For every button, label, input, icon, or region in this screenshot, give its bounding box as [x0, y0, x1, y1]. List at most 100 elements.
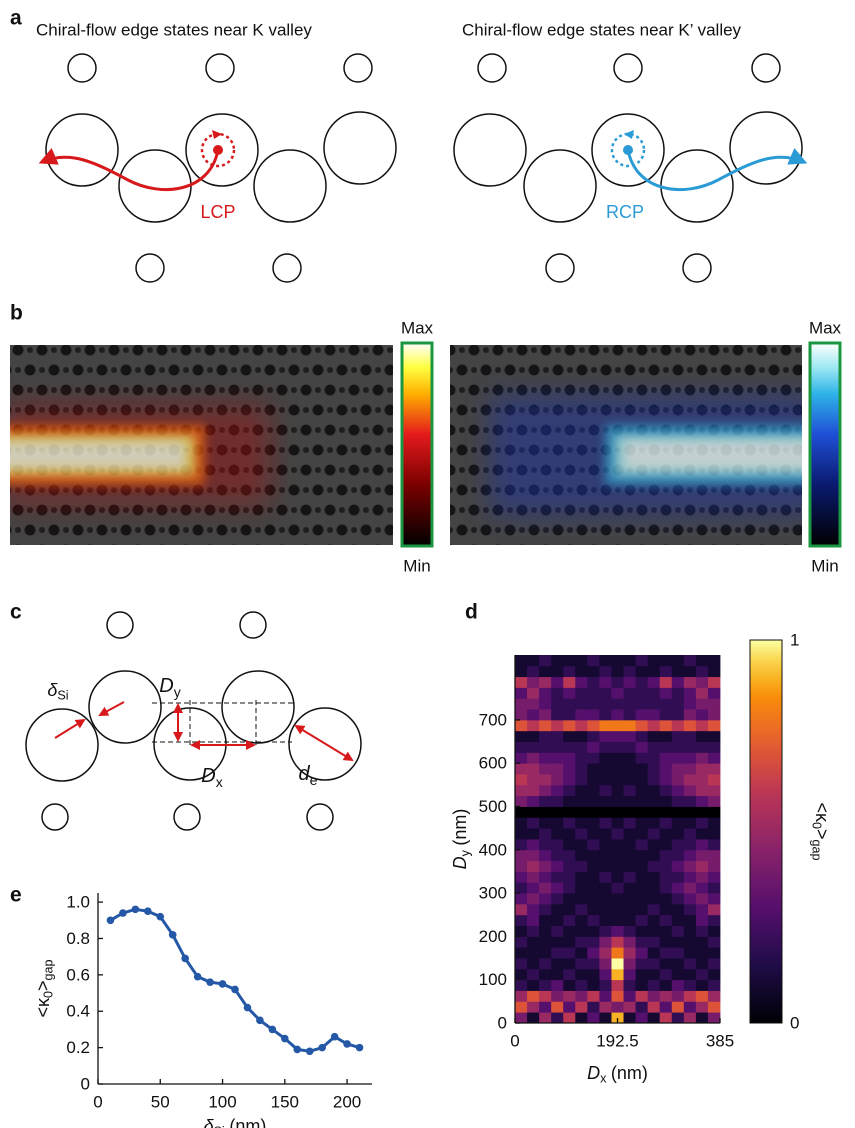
- heatmap-cell: [575, 839, 588, 851]
- heatmap-cell: [599, 871, 612, 883]
- heatmap-cell: [587, 828, 600, 840]
- heatmap-cell: [563, 730, 576, 742]
- data-point: [144, 907, 152, 915]
- heatmap-cell: [671, 903, 685, 916]
- heatmap-cell: [671, 947, 685, 959]
- heatmap-cell: [611, 947, 624, 959]
- heatmap-cell: [671, 1012, 685, 1024]
- heatmap-cell: [587, 925, 600, 937]
- lcp-flow: [38, 130, 236, 192]
- heatmap-cell: [599, 709, 612, 721]
- heatmap-cell: [539, 730, 552, 742]
- heatmap-cell: [575, 665, 588, 678]
- colorbar-label: Min: [811, 557, 838, 576]
- heatmap-cell: [635, 687, 649, 699]
- axis-label: <κ0>gap: [810, 802, 832, 860]
- heatmap-cell: [623, 719, 636, 732]
- heatmap-cell: [695, 817, 709, 829]
- heatmap-cell: [587, 1012, 600, 1024]
- heatmap-cell: [563, 828, 576, 840]
- heatmap-cell: [527, 687, 540, 699]
- heatmap-cell: [683, 687, 697, 699]
- heatmap-cell: [575, 806, 588, 818]
- heatmap-cell: [695, 914, 709, 926]
- heatmap-cell: [527, 1012, 540, 1024]
- heatmap-cell: [527, 784, 540, 797]
- heatmap-cell: [623, 871, 636, 883]
- heatmap-cell: [659, 828, 673, 840]
- heatmap-cell: [599, 882, 612, 894]
- heatmap-cell: [551, 741, 564, 753]
- heatmap-cell: [539, 676, 552, 688]
- heatmap-cell: [527, 990, 540, 1002]
- heatmap-cell: [671, 871, 685, 883]
- heatmap-cell: [539, 839, 552, 851]
- heatmap-cell: [695, 925, 709, 937]
- heatmap-cell: [695, 676, 709, 688]
- heatmap-cell: [551, 849, 564, 862]
- heatmap-cell: [647, 882, 661, 894]
- heatmap-cell: [515, 1012, 528, 1024]
- heatmap-cell: [671, 709, 685, 721]
- y-tick-label: 0.2: [66, 1038, 90, 1057]
- heatmap-cell: [599, 806, 612, 818]
- data-point: [119, 909, 127, 917]
- heatmap-cell: [683, 665, 697, 678]
- heatmap-cell: [623, 947, 636, 959]
- heatmap-cell: [659, 958, 673, 970]
- heatmap-cell: [707, 676, 721, 688]
- heatmap-cell: [695, 774, 709, 786]
- heatmap-cell: [671, 698, 685, 710]
- lattice-left: [45, 53, 397, 283]
- heatmap-cell: [623, 784, 636, 797]
- heatmap-cell: [611, 849, 624, 862]
- heatmap-cell: [599, 741, 612, 753]
- label-part: Si: [57, 688, 68, 702]
- heatmap-cell: [551, 958, 564, 970]
- heatmap-cell: [671, 882, 685, 894]
- heatmap-cell: [671, 839, 685, 851]
- heatmap-cell: [563, 839, 576, 851]
- heatmap-cell: [623, 763, 636, 775]
- heatmap-cell: [635, 730, 649, 742]
- heatmap-cell: [623, 730, 636, 742]
- heatmap-cell: [683, 709, 697, 721]
- heatmap-cell: [527, 795, 540, 807]
- y-tick-label: 300: [479, 884, 507, 903]
- colorbar-label: Min: [403, 557, 430, 576]
- label-part: e: [310, 772, 318, 788]
- heatmap-cell: [695, 1001, 709, 1013]
- heatmap-cell: [599, 774, 612, 786]
- heatmap-cell: [527, 968, 540, 981]
- heatmap-cell: [599, 990, 612, 1002]
- heatmap-cell: [647, 741, 661, 753]
- heatmap-cell: [707, 893, 721, 905]
- heatmap-cell: [575, 795, 588, 807]
- heatmap-cell: [707, 947, 721, 959]
- heatmap-cell: [623, 655, 636, 667]
- heatmap-cell: [539, 990, 552, 1002]
- heatmap-cell: [695, 849, 709, 862]
- heatmap-cell: [671, 730, 685, 742]
- heatmap-cell: [563, 968, 576, 981]
- heatmap-cell: [671, 914, 685, 926]
- heatmap-cell: [551, 925, 564, 937]
- heatmap-cell: [683, 871, 697, 883]
- heatmap-cell: [647, 665, 661, 678]
- data-point: [106, 916, 115, 925]
- heatmap-cell: [707, 968, 721, 981]
- heatmap-cell: [635, 871, 649, 883]
- axis-label: Dy: [159, 675, 180, 700]
- heatmap-cell: [527, 806, 540, 818]
- heatmap-cell: [599, 936, 612, 948]
- heatmap-cell: [551, 990, 564, 1002]
- heatmap-cell: [647, 925, 661, 937]
- heatmap-cell: [623, 968, 636, 981]
- heatmap-cell: [659, 795, 673, 807]
- heatmap-cell: [623, 925, 636, 937]
- heatmap-cell: [527, 763, 540, 775]
- heatmap-cell: [623, 752, 636, 764]
- heatmap-cell: [563, 893, 576, 905]
- heatmap-cell: [515, 828, 528, 840]
